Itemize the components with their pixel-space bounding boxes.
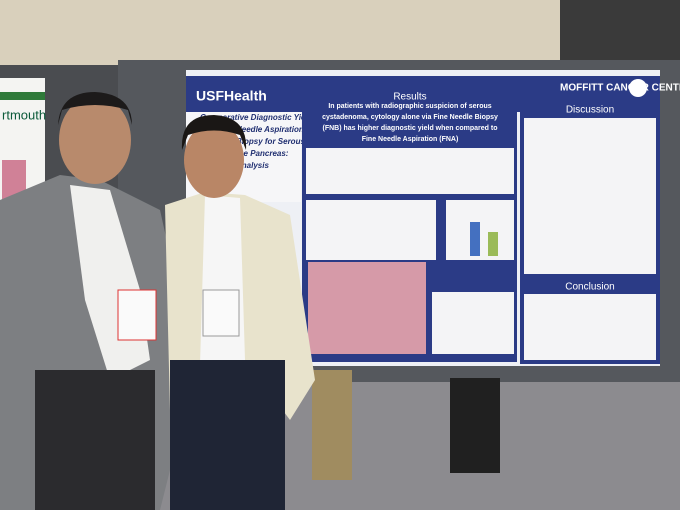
badge <box>202 289 240 337</box>
conclusion-heading: Conclusion <box>565 282 614 293</box>
person-pants <box>35 370 155 510</box>
chart-bar <box>488 232 498 256</box>
title-line: the Pancreas: <box>236 149 289 158</box>
chart-bar <box>470 222 480 256</box>
badge <box>117 289 157 341</box>
usf-logo: USFHealth <box>196 88 267 104</box>
moffitt-logo: MOFFITT CANCER CENTER <box>560 83 680 94</box>
headline-line: Fine Needle Aspiration (FNA) <box>362 136 459 143</box>
person-shirt <box>200 195 245 365</box>
person-hair <box>58 92 132 125</box>
person-face <box>184 122 244 198</box>
title-line: Needle Aspiration and <box>236 125 321 134</box>
person-hair <box>181 115 247 150</box>
bystander-legs <box>450 378 500 473</box>
person-pants <box>170 360 285 510</box>
results-figure <box>306 148 514 194</box>
headline-line: (FNB) has higher diagnostic yield when c… <box>322 125 497 132</box>
discussion-heading: Discussion <box>566 105 614 116</box>
results-table <box>306 200 436 260</box>
moffitt-icon <box>629 79 647 97</box>
title-line: Analysis <box>235 161 269 170</box>
results-heading: Results <box>393 92 426 103</box>
conclusion-text <box>524 294 656 360</box>
title-line: Comparative Diagnostic Yield <box>200 113 314 122</box>
left-poster-band <box>0 92 45 100</box>
bystander-legs <box>312 370 352 480</box>
person-face <box>59 96 131 184</box>
title-line: Biopsy for Serous <box>236 137 305 146</box>
discussion-text <box>524 118 656 274</box>
headline-line: In patients with radiographic suspicion … <box>328 103 491 110</box>
ceiling <box>560 0 680 60</box>
headline-line: cystadenoma, cytology alone via Fine Nee… <box>322 114 498 121</box>
results-notes <box>432 292 514 354</box>
histology-image <box>308 262 426 354</box>
left-poster-text: rtmouth <box>2 107 46 122</box>
